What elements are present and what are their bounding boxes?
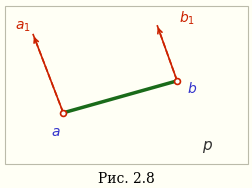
Text: $b$: $b$	[186, 81, 197, 96]
Point	[174, 79, 178, 82]
Point	[61, 111, 65, 114]
Text: $a_1$: $a_1$	[15, 19, 30, 33]
Text: $b_1$: $b_1$	[178, 10, 195, 27]
Text: Рис. 2.8: Рис. 2.8	[98, 172, 154, 186]
FancyBboxPatch shape	[5, 6, 247, 164]
Text: $p$: $p$	[201, 139, 212, 155]
Text: $a$: $a$	[51, 125, 60, 139]
